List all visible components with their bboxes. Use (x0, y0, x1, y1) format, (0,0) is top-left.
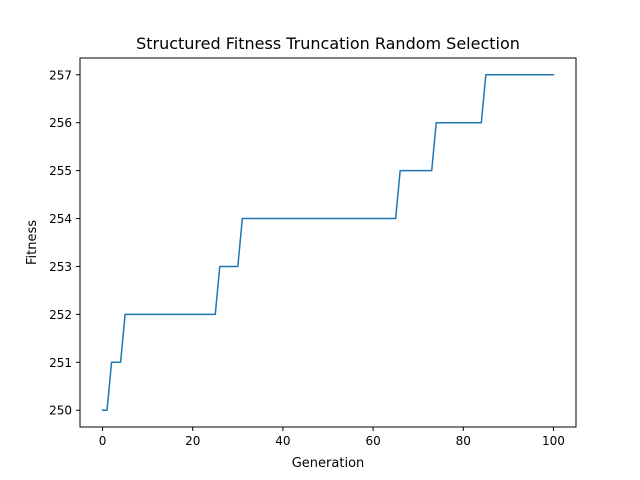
x-tick-label: 0 (99, 434, 107, 448)
series-line (101, 74, 555, 411)
y-tick-label: 254 (49, 212, 72, 226)
y-tick-label: 251 (49, 356, 72, 370)
y-tick-label: 255 (49, 164, 72, 178)
x-tick-label: 80 (456, 434, 471, 448)
x-tick-label: 20 (185, 434, 200, 448)
x-tick-label: 60 (365, 434, 380, 448)
y-tick-label: 252 (49, 308, 72, 322)
x-tick-label: 40 (275, 434, 290, 448)
chart-title: Structured Fitness Truncation Random Sel… (136, 34, 520, 53)
x-tick-label: 100 (542, 434, 565, 448)
y-axis-label: Fitness (25, 220, 40, 265)
y-tick-label: 250 (49, 404, 72, 418)
plot-area-frame (79, 57, 577, 428)
x-axis-label: Generation (292, 456, 365, 471)
series-layer (101, 74, 555, 411)
y-tick-label: 257 (49, 68, 72, 82)
y-tick-label: 256 (49, 116, 72, 130)
ticks-layer: 0 20 40 60 80 100 250 251 252 253 254 255 256 257 (49, 68, 565, 448)
y-tick-label: 253 (49, 260, 72, 274)
